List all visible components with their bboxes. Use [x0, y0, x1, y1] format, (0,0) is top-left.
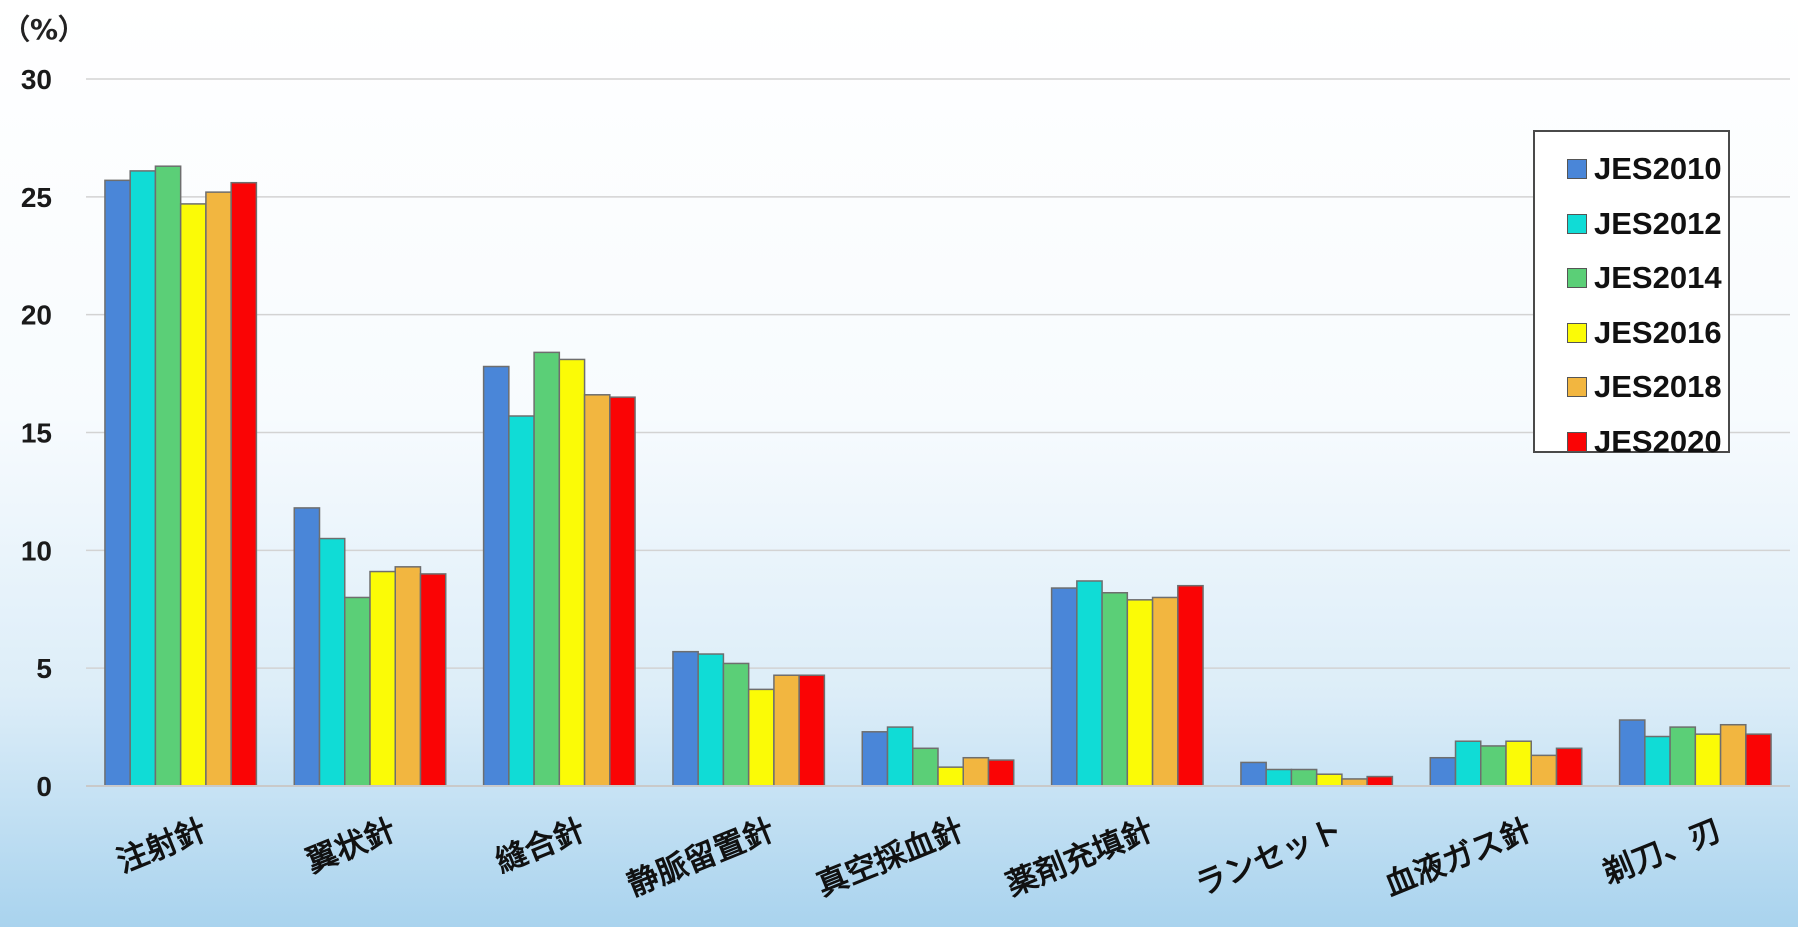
bar-jes2018-4	[962, 756, 990, 787]
bar-jes2014-2	[533, 351, 561, 787]
legend-label: JES2010	[1594, 151, 1722, 187]
bar-jes2014-8	[1669, 726, 1697, 787]
x-tick-label: 剃刀、刃	[1598, 812, 1726, 892]
bar-jes2012-3	[697, 653, 725, 787]
bar-jes2020-0	[230, 181, 258, 787]
bar-jes2014-5	[1101, 592, 1129, 787]
bar-jes2016-4	[937, 766, 964, 787]
legend-item-jes2012: JES2012	[1567, 197, 1728, 252]
x-tick-label: 注射針	[112, 812, 212, 880]
legend-item-jes2016: JES2016	[1567, 306, 1728, 361]
y-tick-label: 30	[21, 64, 52, 95]
y-tick-label: 10	[21, 535, 52, 566]
bar-jes2014-7	[1480, 745, 1507, 787]
bar-jes2016-3	[747, 688, 775, 787]
bar-jes2020-1	[419, 573, 447, 787]
y-axis-unit-label: （%）	[2, 13, 87, 46]
y-tick-label: 20	[21, 300, 52, 331]
x-tick-label: 翼状針	[301, 812, 401, 880]
legend-item-jes2018: JES2018	[1567, 360, 1728, 415]
bar-jes2010-4	[861, 731, 889, 787]
bar-jes2016-5	[1126, 599, 1154, 787]
bar-jes2012-5	[1076, 580, 1103, 787]
x-tick-label: 真空採血針	[812, 812, 969, 903]
bar-jes2010-6	[1240, 761, 1267, 787]
bar-jes2012-7	[1454, 740, 1482, 787]
bar-jes2020-3	[798, 674, 826, 787]
y-axis-ticks: 0 5 10 15 20 25 30	[21, 64, 52, 802]
legend-label: JES2020	[1594, 423, 1722, 459]
bar-jes2010-0	[104, 179, 131, 787]
bars	[104, 165, 1772, 787]
legend-swatch	[1567, 322, 1587, 343]
legend-item-jes2020: JES2020	[1567, 415, 1728, 470]
bar-jes2020-7	[1555, 747, 1583, 787]
bar-jes2016-7	[1505, 740, 1532, 787]
bar-jes2010-8	[1618, 719, 1646, 787]
x-tick-label: 静脈留置針	[622, 812, 779, 903]
bar-jes2014-0	[154, 165, 182, 787]
bar-jes2018-1	[394, 566, 422, 787]
y-tick-label: 0	[36, 771, 52, 802]
bar-jes2010-7	[1429, 756, 1457, 787]
bar-jes2018-6	[1341, 778, 1368, 787]
bar-jes2020-5	[1177, 584, 1204, 787]
legend-swatch	[1567, 213, 1587, 234]
bar-jes2012-4	[886, 726, 914, 787]
legend-item-jes2010: JES2010	[1567, 142, 1728, 197]
x-tick-label: 縫合針	[491, 812, 591, 880]
bar-jes2014-6	[1290, 768, 1318, 787]
legend-swatch	[1567, 377, 1587, 398]
bar-jes2012-6	[1265, 768, 1293, 787]
bar-jes2020-8	[1745, 733, 1772, 787]
bar-jes2014-4	[912, 747, 939, 787]
bar-jes2016-0	[179, 203, 207, 787]
legend-label: JES2016	[1594, 314, 1722, 350]
legend-swatch	[1567, 431, 1587, 452]
bar-jes2020-6	[1366, 775, 1394, 787]
legend-label: JES2012	[1594, 205, 1722, 241]
bar-jes2020-4	[987, 759, 1015, 787]
bar-jes2018-3	[773, 674, 800, 787]
bar-jes2012-8	[1644, 735, 1671, 787]
bar-jes2010-2	[482, 365, 510, 787]
bar-jes2012-1	[318, 537, 346, 787]
bar-jes2018-0	[205, 191, 232, 787]
legend-label: JES2018	[1594, 369, 1722, 405]
bar-jes2014-3	[722, 662, 750, 787]
legend-swatch	[1567, 159, 1587, 180]
bar-jes2014-1	[344, 596, 371, 787]
bar-jes2010-1	[293, 507, 321, 787]
bar-jes2012-2	[508, 415, 535, 787]
bar-jes2010-5	[1050, 587, 1078, 787]
y-tick-label: 5	[36, 653, 52, 684]
bar-jes2012-0	[129, 170, 157, 787]
legend-label: JES2014	[1594, 260, 1722, 296]
bar-jes2016-1	[369, 570, 396, 787]
bar-jes2016-6	[1315, 773, 1343, 787]
x-tick-label: ランセット	[1190, 812, 1347, 903]
bar-jes2020-2	[609, 396, 636, 787]
legend-item-jes2014: JES2014	[1567, 251, 1728, 306]
bar-jes2016-8	[1694, 733, 1722, 787]
bar-jes2018-2	[583, 394, 611, 787]
bar-jes2010-3	[672, 650, 699, 787]
bar-jes2018-7	[1530, 754, 1558, 787]
legend-swatch	[1567, 268, 1587, 289]
gridlines	[86, 78, 1790, 669]
bar-jes2018-5	[1151, 596, 1179, 787]
y-tick-label: 25	[21, 182, 52, 213]
x-axis-ticks: 注射針 翼状針 縫合針 静脈留置針 真空採血針 薬剤充填針 ランセット 血液ガス針 剃刀、刃	[112, 812, 1726, 903]
legend: JES2010 JES2012 JES2014 JES2016 JES2018 JES20…	[1533, 130, 1730, 459]
x-tick-label: 血液ガス針	[1380, 812, 1537, 903]
x-tick-label: 薬剤充填針	[1001, 812, 1158, 903]
bar-jes2016-2	[558, 358, 586, 787]
y-tick-label: 15	[21, 418, 52, 449]
bar-jes2018-8	[1719, 723, 1747, 787]
